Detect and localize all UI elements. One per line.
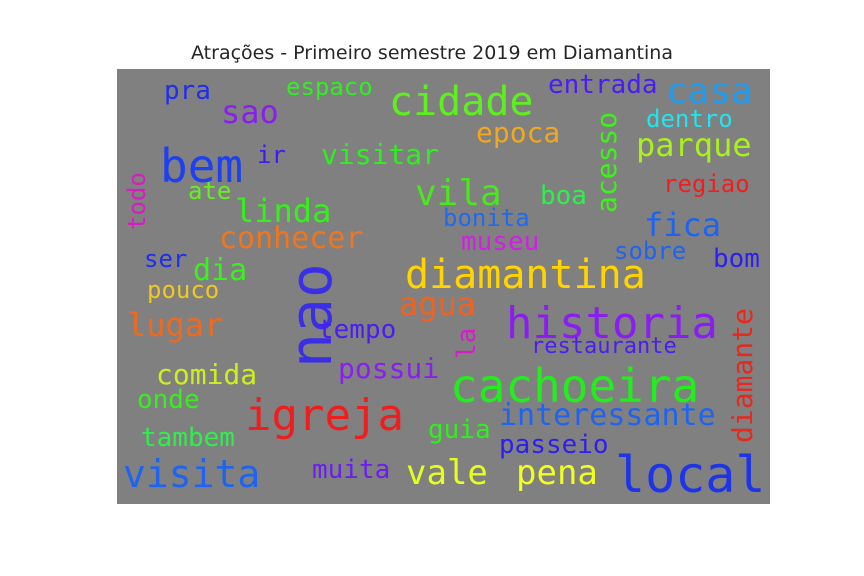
word-ate: ate: [188, 177, 232, 205]
word-diamante: diamante: [726, 308, 759, 443]
word-guia: guia: [428, 415, 491, 445]
word-interessante: interessante: [499, 398, 716, 433]
word-restaurante: restaurante: [531, 334, 677, 359]
word-dentro: dentro: [646, 105, 733, 133]
word-vila: vila: [415, 173, 502, 214]
word-tambem: tambem: [141, 423, 235, 453]
word-lugar: lugar: [127, 306, 224, 344]
word-la: la: [452, 327, 482, 359]
word-parque: parque: [636, 126, 752, 164]
word-visita: visita: [123, 452, 261, 496]
word-museu: museu: [461, 227, 540, 257]
word-linda: linda: [235, 192, 332, 230]
word-visitar: visitar: [321, 138, 440, 171]
chart-title: Atrações - Primeiro semestre 2019 em Dia…: [191, 42, 673, 64]
word-bonita: bonita: [443, 204, 530, 232]
word-cachoeira: cachoeira: [450, 359, 700, 413]
word-espaco: espaco: [286, 73, 373, 101]
word-bom: bom: [713, 244, 760, 274]
word-muita: muita: [312, 455, 391, 485]
word-tempo: tempo: [318, 315, 397, 345]
word-todo: todo: [123, 172, 151, 230]
word-vale: vale: [406, 453, 488, 493]
word-cidade: cidade: [389, 79, 534, 125]
word-agua: agua: [399, 285, 477, 323]
word-pena: pena: [516, 453, 598, 493]
word-sao: sao: [221, 93, 279, 131]
word-comida: comida: [156, 358, 258, 391]
word-possui: possui: [338, 352, 440, 385]
word-acesso: acesso: [590, 111, 623, 213]
word-igreja: igreja: [245, 390, 404, 441]
word-ser: ser: [144, 245, 188, 273]
word-historia: historia: [506, 298, 718, 349]
word-casa: casa: [666, 71, 753, 112]
word-boa: boa: [540, 181, 587, 211]
word-regiao: regiao: [663, 170, 750, 198]
word-diamantina: diamantina: [405, 252, 646, 298]
word-fica: fica: [644, 206, 722, 244]
word-passeio: passeio: [499, 430, 609, 460]
word-local: local: [615, 446, 766, 504]
word-sobre: sobre: [614, 237, 687, 265]
word-entrada: entrada: [548, 70, 658, 100]
word-ir: ir: [257, 141, 286, 169]
word-dia: dia: [193, 253, 248, 288]
word-pra: pra: [164, 76, 211, 106]
word-conhecer: conhecer: [219, 221, 364, 256]
word-epoca: epoca: [476, 116, 561, 149]
word-pouco: pouco: [147, 276, 220, 304]
word-onde: onde: [137, 385, 200, 415]
word-bem: bem: [160, 139, 244, 193]
word-cloud: nao local historia cachoeira diamantina …: [117, 69, 770, 504]
